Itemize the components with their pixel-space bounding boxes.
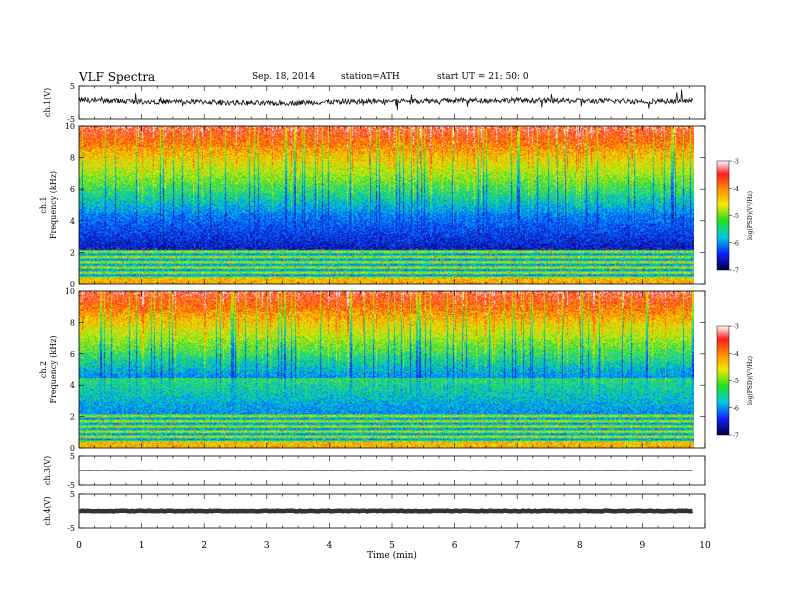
- colorbar-tick-label: -4: [733, 351, 739, 358]
- colorbar: [716, 325, 730, 436]
- colorbar-tick-label: -3: [733, 324, 739, 331]
- y-tick-label: 8: [70, 154, 75, 163]
- y-tick-label: 8: [70, 318, 75, 327]
- y-axis-label: Frequency (kHz): [49, 335, 58, 403]
- y-tick-label: 2: [70, 248, 75, 257]
- y-tick-label: -5: [67, 481, 75, 490]
- x-tick-label: 7: [514, 541, 520, 551]
- x-tick-label: 1: [139, 541, 145, 551]
- y-tick-label: 6: [70, 350, 75, 359]
- y-axis-label: ch.3(V): [43, 456, 52, 485]
- y-tick-label: -5: [67, 524, 75, 533]
- colorbar: [716, 160, 730, 271]
- y-tick-label: 0: [70, 444, 75, 453]
- ch2-spectrogram-image: [79, 291, 694, 448]
- colorbar-tick-label: -5: [733, 378, 739, 385]
- x-tick-label: 2: [201, 541, 207, 551]
- x-axis-label: Time (min): [367, 550, 417, 561]
- colorbar-tick-label: -7: [733, 268, 739, 275]
- colorbar-label: log(PSD)(V²/Hz): [747, 191, 754, 240]
- colorbar-tick-label: -6: [733, 405, 739, 412]
- colorbar-tick-label: -6: [733, 240, 739, 247]
- colorbar-tick-label: -3: [733, 159, 739, 166]
- x-tick-label: 8: [577, 541, 583, 551]
- y-tick-label: 5: [70, 490, 75, 499]
- y-tick-label: -5: [67, 115, 75, 124]
- x-tick-label: 6: [452, 541, 458, 551]
- spectrogram-raster: [79, 126, 694, 284]
- figure-title: VLF Spectra: [79, 70, 156, 84]
- station-label: station=ATH: [341, 72, 400, 82]
- x-tick-label: 3: [264, 541, 270, 551]
- y-tick-label: 10: [65, 287, 75, 296]
- x-tick-label: 4: [327, 541, 333, 551]
- y-tick-label: 6: [70, 185, 75, 194]
- colorbar-tick-label: -5: [733, 213, 739, 220]
- x-tick-label: 10: [699, 541, 711, 551]
- y-axis-label: Frequency (kHz): [49, 171, 58, 239]
- date-label: Sep. 18, 2014: [252, 72, 316, 82]
- start-time-label: start UT = 21: 50: 0: [437, 72, 529, 82]
- ch4-waveform-trace: [78, 508, 694, 514]
- y-tick-label: 2: [70, 413, 75, 422]
- channel-label: ch.1: [39, 196, 48, 213]
- y-tick-label: 4: [70, 381, 75, 390]
- colorbar-tick-label: -4: [733, 186, 739, 193]
- x-tick-label: 9: [640, 541, 646, 551]
- y-tick-label: 0: [70, 280, 75, 289]
- y-tick-label: 10: [65, 122, 75, 131]
- spectrogram-raster: [79, 291, 694, 448]
- ch1-spectrogram-image: [79, 126, 694, 284]
- y-tick-label: 4: [70, 217, 75, 226]
- y-tick-label: 5: [70, 452, 75, 461]
- x-tick-label: 5: [389, 541, 395, 551]
- channel-label: ch.2: [39, 361, 48, 378]
- ch3-waveform-trace: [78, 469, 693, 472]
- y-axis-label: ch.1(V): [43, 88, 52, 117]
- y-tick-label: 5: [70, 82, 75, 91]
- x-tick-label: 0: [76, 541, 82, 551]
- y-axis-label: ch.4(V): [43, 496, 52, 525]
- colorbar-label: log(PSD)(V²/Hz): [747, 356, 754, 405]
- colorbar-tick-label: -7: [733, 433, 739, 440]
- ch1-waveform-trace: [78, 89, 693, 111]
